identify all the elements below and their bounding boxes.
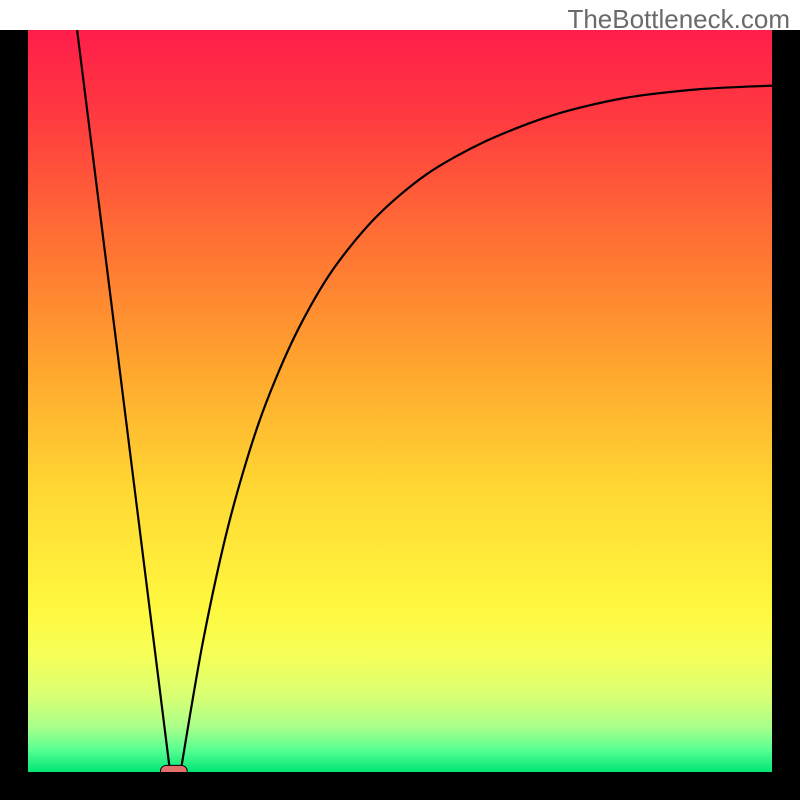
- chart-container: TheBottleneck.com: [0, 0, 800, 800]
- border-bottom: [0, 772, 800, 800]
- border-left: [0, 30, 28, 800]
- watermark-text: TheBottleneck.com: [567, 4, 790, 35]
- border-right: [772, 30, 800, 800]
- outer-border: [0, 0, 800, 800]
